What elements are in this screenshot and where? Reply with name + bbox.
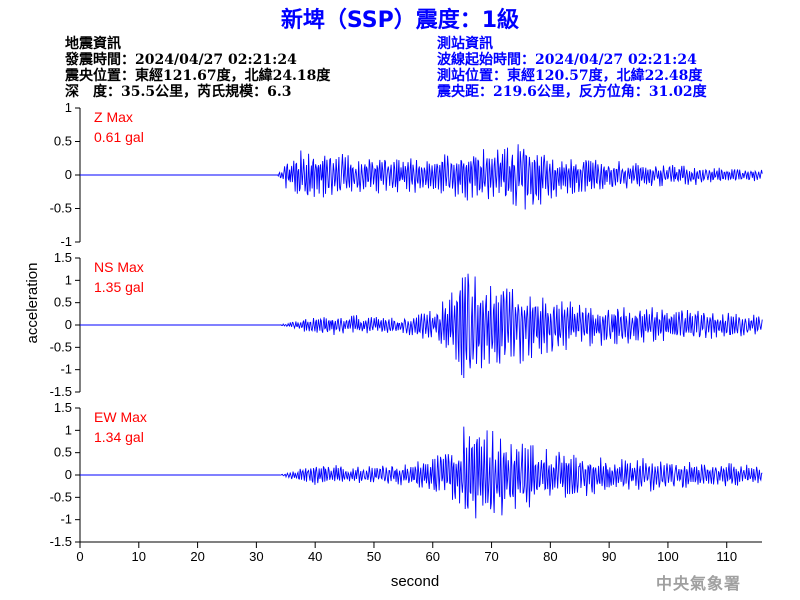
- agency-credit: 中央氣象署: [656, 574, 742, 593]
- z-waveform: [80, 144, 763, 210]
- x-tick-label: 20: [190, 549, 204, 564]
- ns-y-tick-label: -1.5: [50, 384, 72, 399]
- station-info-heading: 測站資訊: [437, 36, 493, 52]
- z-max-value: 0.61 gal: [94, 129, 144, 145]
- epicentral-distance: 震央距：219.6公里，反方位角：31.02度: [437, 84, 707, 100]
- z-y-tick-label: 1: [65, 100, 72, 115]
- ew-y-tick-label: -1.5: [50, 534, 72, 549]
- z-y-tick-label: -1: [60, 234, 72, 249]
- earthquake-info: 地震資訊 發震時間：2024/04/27 02:21:24 震央位置：東經121…: [65, 36, 330, 100]
- x-tick-label: 100: [657, 549, 679, 564]
- x-tick-label: 90: [602, 549, 616, 564]
- earthquake-info-heading: 地震資訊: [65, 36, 121, 52]
- ns-waveform: [80, 273, 763, 378]
- x-axis-title: second: [391, 573, 439, 590]
- ew-max-label: EW Max: [94, 409, 147, 425]
- ns-max-value: 1.35 gal: [94, 279, 144, 295]
- ew-y-tick-label: -0.5: [50, 489, 72, 504]
- ns-y-tick-label: -0.5: [50, 339, 72, 354]
- x-tick-label: 40: [308, 549, 322, 564]
- origin-time: 發震時間：2024/04/27 02:21:24: [65, 52, 297, 68]
- ew-y-tick-label: 1: [65, 422, 72, 437]
- ew-y-tick-label: -1: [60, 512, 72, 527]
- z-y-tick-label: 0.5: [54, 134, 72, 149]
- ew-y-tick-label: 0.5: [54, 445, 72, 460]
- wave-start-time: 波線起始時間：2024/04/27 02:21:24: [437, 52, 697, 68]
- epicenter-location: 震央位置：東經121.67度，北緯24.18度: [65, 68, 331, 84]
- station-info: 測站資訊 波線起始時間：2024/04/27 02:21:24 測站位置：東經1…: [437, 36, 707, 100]
- x-tick-label: 50: [367, 549, 381, 564]
- depth-magnitude: 深 度：35.5公里，芮氏規模：6.3: [65, 84, 292, 100]
- chart-title: 新埤（SSP）震度：1級: [280, 8, 520, 33]
- ew-y-tick-label: 0: [65, 467, 72, 482]
- ns-y-tick-label: 0: [65, 317, 72, 332]
- x-tick-label: 60: [426, 549, 440, 564]
- ns-y-tick-label: -1: [60, 362, 72, 377]
- x-tick-label: 80: [543, 549, 557, 564]
- x-tick-label: 70: [484, 549, 498, 564]
- ew-y-tick-label: 1.5: [54, 400, 72, 415]
- ns-y-tick-label: 1.5: [54, 250, 72, 265]
- ns-y-tick-label: 0.5: [54, 295, 72, 310]
- x-tick-label: 30: [249, 549, 263, 564]
- z-y-tick-label: -0.5: [50, 201, 72, 216]
- ew-max-value: 1.34 gal: [94, 429, 144, 445]
- z-y-tick-label: 0: [65, 167, 72, 182]
- ns-y-tick-label: 1: [65, 272, 72, 287]
- y-axis-title: acceleration: [24, 263, 41, 344]
- x-tick-label: 0: [76, 549, 83, 564]
- ew-waveform: [80, 426, 763, 519]
- x-tick-label: 10: [132, 549, 146, 564]
- x-tick-label: 110: [716, 549, 737, 564]
- z-max-label: Z Max: [94, 109, 133, 125]
- ns-max-label: NS Max: [94, 259, 144, 275]
- station-location: 測站位置：東經120.57度，北緯22.48度: [437, 68, 703, 84]
